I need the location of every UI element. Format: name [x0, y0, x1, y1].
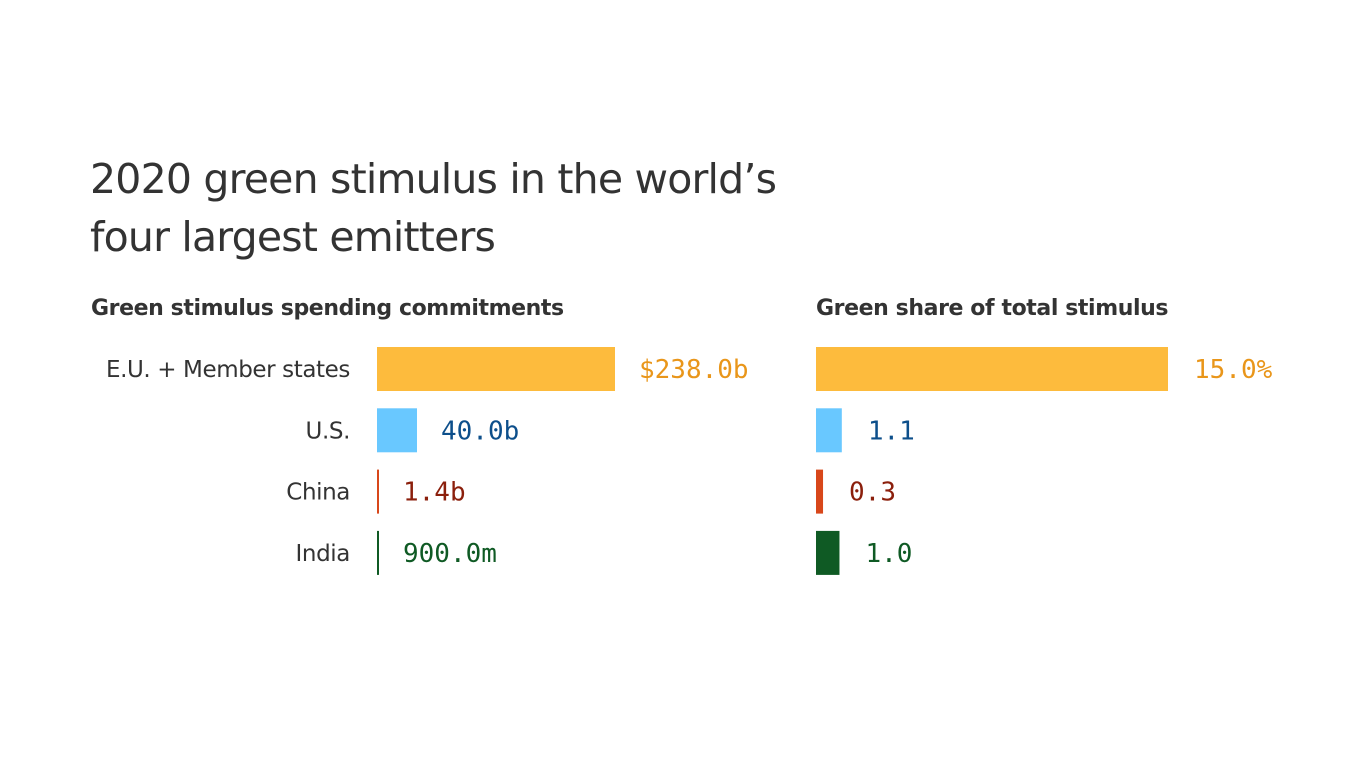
category-label-4: India [296, 541, 350, 567]
category-label-1: E.U. + Member states [106, 357, 350, 383]
share-value-label-4: 1.0 [865, 539, 912, 569]
share-value-label-3: 0.3 [849, 478, 896, 508]
share-value-label-1: 15.0% [1194, 355, 1273, 385]
category-label-2: U.S. [306, 418, 350, 444]
share-subtitle: Green share of total stimulus [816, 296, 1169, 321]
chart-title: 2020 green stimulus in the world’s four … [90, 155, 777, 261]
spending-value-label-3: 1.4b [403, 478, 466, 508]
spending-bar-2 [377, 408, 417, 453]
share-value-label-2: 1.1 [868, 416, 915, 446]
spending-bar-4 [377, 530, 379, 575]
spending-value-label-1: $238.0b [639, 355, 749, 385]
spending-value-label-4: 900.0m [403, 539, 497, 569]
spending-value-label-2: 40.0b [441, 416, 519, 446]
category-label-3: China [286, 480, 350, 506]
share-bar-2 [816, 408, 842, 453]
share-bar-4 [816, 530, 840, 575]
spending-bar-3 [377, 469, 379, 514]
spending-subtitle: Green stimulus spending commitments [91, 296, 564, 321]
spending-bar-1 [377, 347, 615, 391]
share-bar-1 [816, 347, 1168, 391]
share-bar-3 [816, 469, 824, 514]
